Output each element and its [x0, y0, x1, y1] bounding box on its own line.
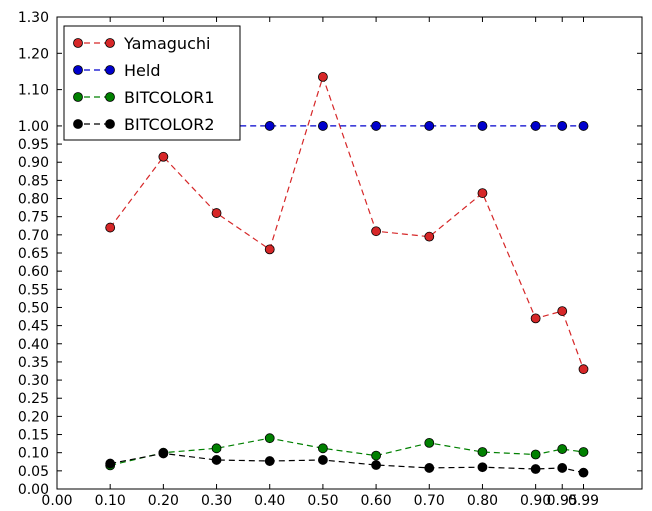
legend-marker [105, 38, 115, 48]
y-tick-label: 0.35 [18, 355, 49, 371]
y-tick-label: 0.95 [18, 137, 49, 153]
data-point-bitcolor2 [557, 463, 568, 473]
y-tick-label: 0.45 [18, 319, 49, 335]
data-point-bitcolor2 [530, 464, 541, 474]
data-point-yamaguchi [371, 226, 381, 237]
data-point-held [264, 121, 275, 131]
data-point-bitcolor2 [105, 458, 116, 469]
x-tick-label: 0.80 [467, 493, 498, 509]
y-tick-label: 0.05 [18, 464, 49, 480]
legend-marker [73, 65, 83, 75]
data-point-bitcolor2 [477, 462, 488, 473]
legend-marker [105, 92, 115, 102]
x-tick-label: 0.70 [414, 493, 445, 509]
data-point-bitcolor2 [424, 463, 435, 473]
legend-marker [73, 119, 83, 129]
y-tick-label: 1.00 [18, 119, 49, 135]
data-point-bitcolor1 [264, 433, 275, 444]
y-tick-label: 0.75 [18, 210, 49, 226]
data-point-yamaguchi [105, 222, 116, 233]
data-point-held [530, 121, 541, 131]
y-tick-label: 0.80 [18, 192, 49, 208]
y-tick-label: 0.85 [18, 173, 49, 189]
legend-marker [105, 65, 115, 75]
x-tick-label: 0.20 [148, 493, 179, 509]
x-tick-label: 0.99 [568, 493, 599, 509]
data-point-bitcolor1 [424, 437, 435, 448]
x-tick-label: 0.40 [254, 493, 285, 509]
data-point-bitcolor2 [371, 460, 381, 470]
data-point-bitcolor2 [158, 448, 169, 459]
data-point-bitcolor2 [318, 455, 328, 465]
data-point-held [371, 121, 381, 131]
legend-label: BITCOLOR1 [124, 88, 215, 107]
legend-marker [105, 119, 115, 129]
legend-label: BITCOLOR2 [124, 115, 215, 134]
y-tick-label: 0.15 [18, 428, 49, 444]
data-point-yamaguchi [158, 151, 169, 162]
legend-label: Held [124, 61, 160, 80]
legend-label: Yamaguchi [123, 34, 210, 53]
data-point-held [424, 121, 435, 131]
x-tick-label: 0.30 [201, 493, 232, 509]
data-point-bitcolor1 [557, 444, 568, 454]
data-point-held [318, 121, 328, 131]
data-point-bitcolor1 [578, 447, 589, 457]
y-tick-label: 1.20 [18, 46, 49, 62]
data-point-yamaguchi [424, 231, 435, 242]
legend-marker [73, 38, 83, 48]
data-point-bitcolor2 [578, 467, 589, 478]
data-point-held [477, 121, 488, 131]
data-point-yamaguchi [557, 306, 568, 316]
y-tick-label: 0.10 [18, 446, 49, 462]
x-tick-label: 0.95 [547, 493, 578, 509]
legend-box [63, 25, 241, 141]
data-point-held [578, 121, 589, 131]
data-point-bitcolor2 [211, 455, 222, 465]
x-tick-label: 0.00 [41, 493, 72, 509]
data-point-yamaguchi [264, 244, 275, 255]
y-tick-label: 0.50 [18, 300, 49, 316]
data-point-yamaguchi [318, 72, 328, 82]
x-tick-label: 0.90 [520, 493, 551, 509]
y-tick-label: 0.65 [18, 246, 49, 262]
data-point-bitcolor1 [530, 449, 541, 460]
x-axis: 0.00 0.10 0.20 0.30 0.40 0.50 0.60 0.70 0.80 0.90… [41, 17, 599, 509]
y-tick-label: 0.90 [18, 155, 49, 171]
data-point-bitcolor1 [211, 443, 222, 454]
data-point-bitcolor1 [318, 443, 328, 454]
data-point-yamaguchi [578, 364, 589, 375]
data-point-yamaguchi [477, 188, 488, 198]
legend: Yamaguchi Held BITCOLOR1 BITCOLOR2 [63, 25, 241, 141]
x-tick-label: 0.50 [307, 493, 338, 509]
y-axis: 0.00 0.05 0.10 0.15 0.20 0.25 0.30 0.35 0.40 0.45… [18, 10, 642, 498]
y-tick-label: 0.20 [18, 409, 49, 425]
y-tick-label: 0.60 [18, 264, 49, 280]
y-tick-label: 0.00 [18, 482, 49, 498]
y-tick-label: 0.25 [18, 391, 49, 407]
y-tick-label: 0.40 [18, 337, 49, 353]
series-line-bitcolor1 [110, 437, 584, 466]
data-point-yamaguchi [211, 208, 222, 218]
y-tick-label: 0.55 [18, 282, 49, 298]
data-point-held [557, 121, 568, 131]
data-point-bitcolor1 [371, 450, 381, 461]
y-tick-label: 0.30 [18, 373, 49, 389]
y-tick-label: 1.30 [18, 10, 49, 26]
data-point-bitcolor2 [264, 456, 275, 466]
y-tick-label: 0.70 [18, 228, 49, 244]
legend-marker [73, 92, 83, 102]
x-tick-label: 0.60 [361, 493, 392, 509]
y-tick-label: 1.10 [18, 83, 49, 99]
data-point-yamaguchi [530, 313, 541, 324]
data-point-bitcolor1 [477, 447, 488, 457]
x-tick-label: 0.10 [95, 493, 126, 509]
